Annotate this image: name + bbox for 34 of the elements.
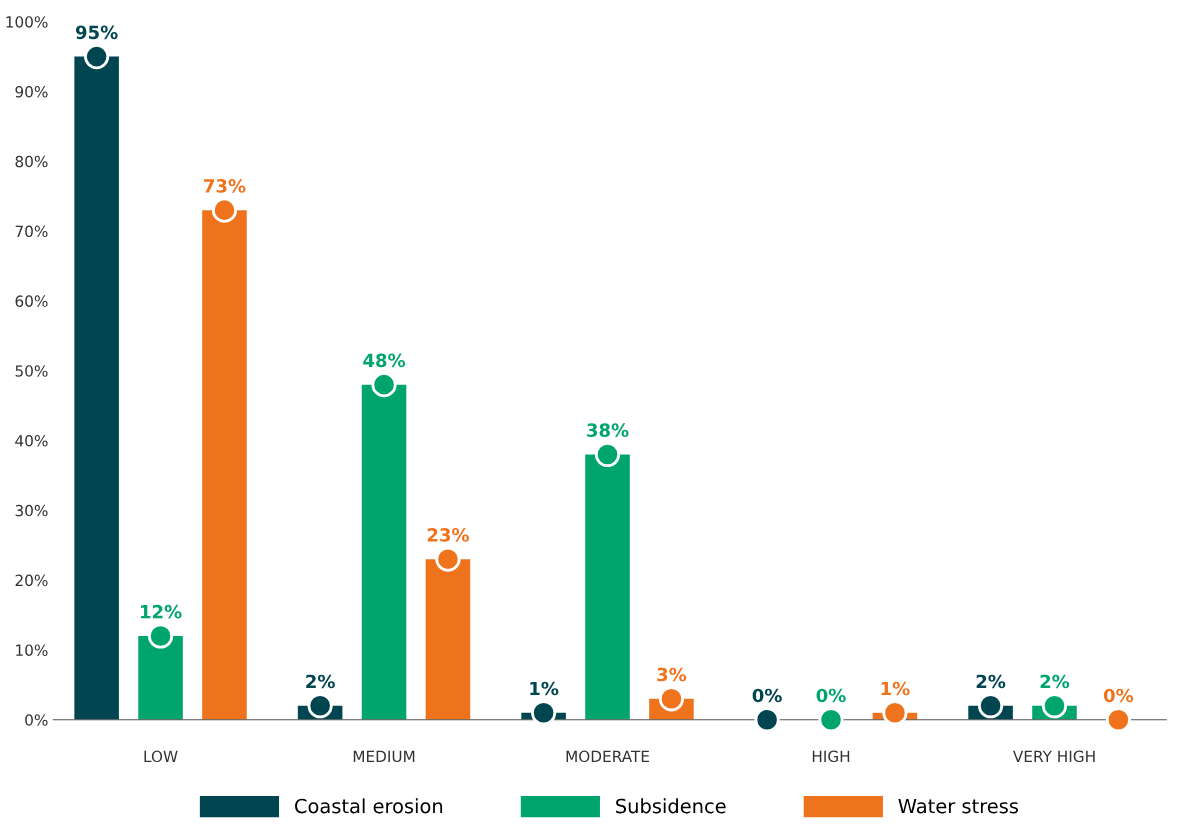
data-label: 1% [881,681,910,696]
data-label: 48% [363,353,406,368]
data-label: 12% [140,604,182,619]
data-label: 23% [427,528,469,542]
data-label: 0% [1103,688,1134,703]
data-label: 95% [75,25,118,40]
x-tick-label: LOW [144,750,178,763]
x-tick-label: HIGH [812,750,850,763]
data-label: 2% [976,674,1006,689]
data-label: 0% [816,688,846,703]
legend-label: Coastal erosion [294,798,443,814]
legend-label: Subsidence [616,798,726,814]
y-tick-label: 30% [15,504,48,517]
y-tick-label: 100% [6,16,48,28]
data-label: 38% [587,423,629,438]
y-tick-label: 10% [16,644,48,656]
x-tick-label: VERY HIGH [1012,750,1095,763]
x-tick-label: MEDIUM [353,750,415,763]
y-tick-label: 80% [15,155,48,168]
x-tick-label: MODERATE [566,750,649,763]
y-tick-label: 90% [15,85,48,98]
y-tick-label: 0% [25,714,48,726]
data-label: 1% [530,681,559,696]
y-tick-label: 70% [15,225,48,238]
y-tick-label: 60% [15,295,48,307]
legend-label: Water stress [898,798,1019,814]
data-label: 2% [306,674,335,689]
data-label: 3% [657,667,687,682]
y-tick-label: 20% [15,574,48,587]
data-label: 2% [1040,674,1070,689]
data-label: 73% [204,179,246,193]
data-label: 0% [752,688,782,703]
y-tick-label: 40% [15,434,48,447]
y-tick-label: 50% [15,365,48,377]
